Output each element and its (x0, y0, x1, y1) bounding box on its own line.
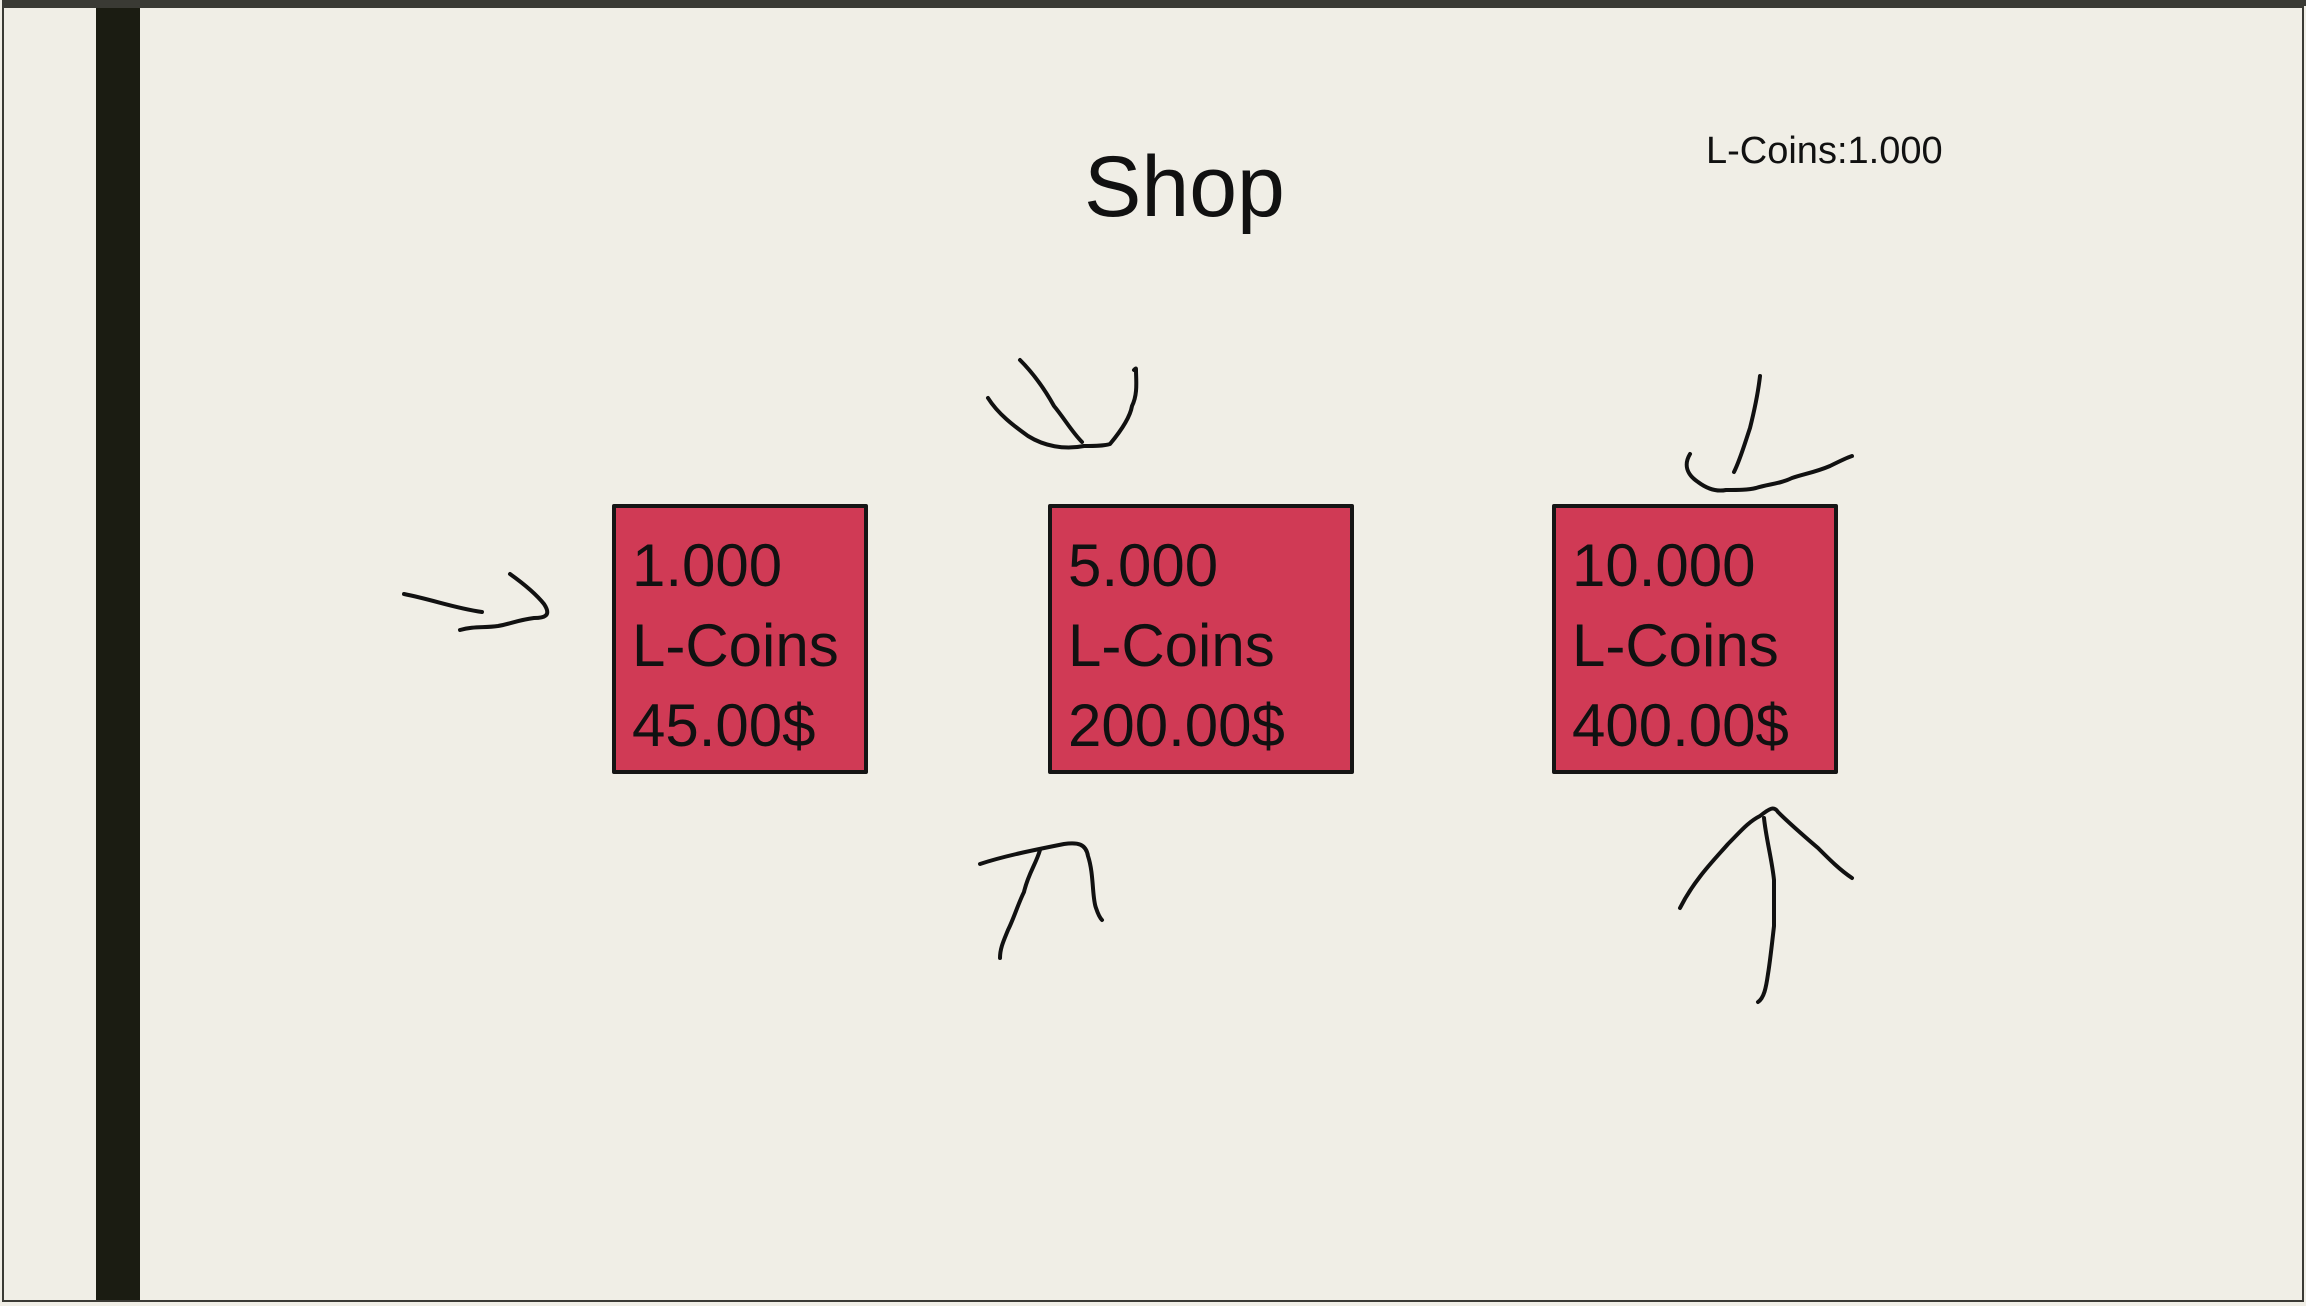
arrow-icon (978, 841, 1104, 922)
coin-balance: L-Coins:1.000 (1706, 130, 1943, 172)
side-bar (96, 8, 140, 1300)
arrow-icon (1732, 374, 1762, 474)
arrow-icon (1678, 806, 1854, 910)
arrow-icon (1684, 452, 1854, 493)
offer-card-10000-coins[interactable]: 10.000 L-Coins 400.00$ (1552, 504, 1838, 774)
offer-currency: L-Coins (632, 612, 839, 679)
arrow-icon (1018, 358, 1084, 444)
offer-currency: L-Coins (1572, 612, 1779, 679)
arrow-icon (998, 848, 1042, 960)
window-top-border (2, 0, 2306, 6)
arrow-icon (1756, 816, 1776, 1004)
arrow-icon (986, 366, 1139, 450)
offer-price: 45.00$ (632, 692, 816, 759)
offer-price: 400.00$ (1572, 692, 1789, 759)
offer-price: 200.00$ (1068, 692, 1285, 759)
offer-card-1000-coins[interactable]: 1.000 L-Coins 45.00$ (612, 504, 868, 774)
arrow-icon (402, 592, 484, 614)
offer-amount: 10.000 (1572, 532, 1756, 599)
arrow-icon (458, 572, 550, 632)
offer-amount: 1.000 (632, 532, 783, 599)
page-title: Shop (1084, 139, 1285, 235)
offer-card-5000-coins[interactable]: 5.000 L-Coins 200.00$ (1048, 504, 1354, 774)
offer-currency: L-Coins (1068, 612, 1275, 679)
offer-amount: 5.000 (1068, 532, 1219, 599)
